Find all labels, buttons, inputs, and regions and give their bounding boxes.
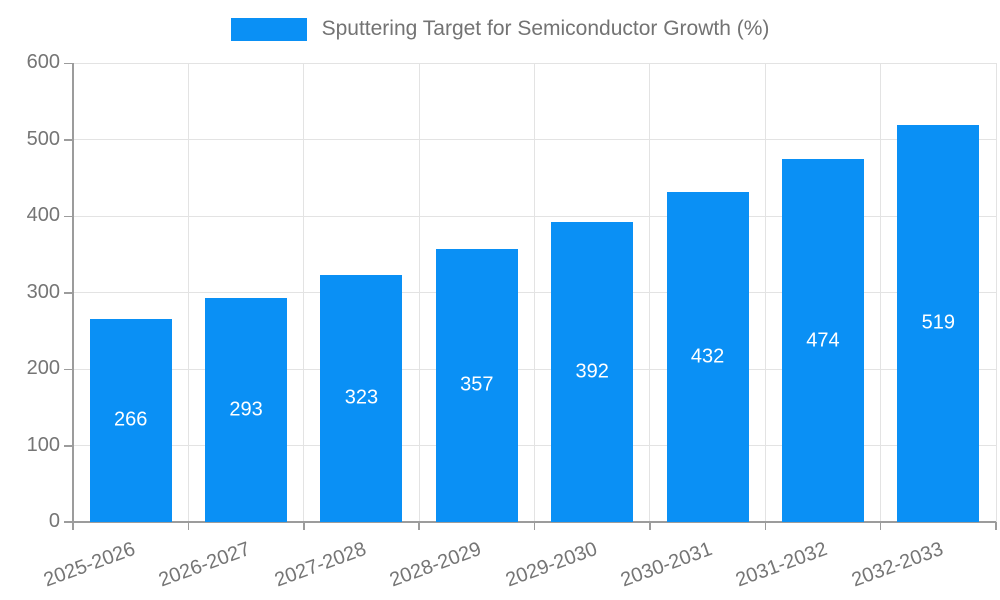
- gridline-vertical: [534, 63, 535, 522]
- bar-value-label: 392: [575, 360, 609, 383]
- legend[interactable]: Sputtering Target for Semiconductor Grow…: [0, 17, 1000, 41]
- x-tick-label: 2031-2032: [733, 538, 831, 592]
- x-axis-tick: [303, 522, 305, 530]
- y-axis-tick: [64, 292, 73, 294]
- y-axis-tick: [64, 139, 73, 141]
- bar[interactable]: 266: [89, 318, 172, 522]
- bar[interactable]: 432: [666, 191, 749, 522]
- y-tick-label: 200: [26, 357, 60, 379]
- gridline-vertical: [418, 63, 420, 522]
- y-axis-tick: [64, 445, 73, 447]
- bar[interactable]: 293: [205, 297, 288, 522]
- bar-value-label: 323: [344, 386, 379, 409]
- y-tick-label: 300: [26, 280, 60, 303]
- y-tick-label: 500: [26, 127, 60, 150]
- bar-value-label: 266: [114, 408, 148, 431]
- y-axis-line: [72, 63, 74, 530]
- y-axis-tick: [64, 62, 73, 64]
- gridline-vertical: [880, 63, 882, 522]
- x-axis-tick: [649, 522, 651, 530]
- y-tick-label: 400: [26, 204, 60, 226]
- x-tick-label: 2028-2029: [386, 538, 485, 592]
- x-tick-label: 2030-2031: [617, 538, 716, 592]
- bar[interactable]: 323: [320, 274, 403, 522]
- gridline-vertical: [995, 63, 997, 522]
- bar-value-label: 293: [229, 398, 263, 421]
- bar[interactable]: 357: [435, 248, 518, 522]
- x-axis-tick: [764, 522, 766, 530]
- x-axis-tick: [995, 522, 997, 530]
- bar-value-label: 474: [806, 329, 840, 352]
- x-axis-tick: [187, 522, 190, 530]
- gridline-vertical: [303, 63, 305, 522]
- x-axis-line: [64, 521, 996, 523]
- y-axis-tick: [64, 215, 73, 217]
- x-tick-label: 2026-2027: [156, 538, 254, 592]
- y-tick-label: 600: [26, 51, 60, 73]
- gridline-vertical: [764, 63, 766, 522]
- legend-label: Sputtering Target for Semiconductor Grow…: [321, 17, 770, 40]
- x-tick-label: 2027-2028: [271, 538, 369, 592]
- bar[interactable]: 519: [897, 124, 980, 522]
- legend-swatch: [230, 17, 307, 41]
- x-tick-label: 2029-2030: [502, 538, 600, 592]
- gridline-vertical: [649, 63, 651, 522]
- bar-value-label: 432: [690, 345, 725, 368]
- y-tick-label: 100: [26, 433, 60, 456]
- bar[interactable]: 392: [551, 222, 634, 522]
- x-axis-tick: [418, 522, 420, 530]
- y-tick-label: 0: [48, 510, 60, 532]
- y-axis-tick: [64, 368, 73, 370]
- gridline-vertical: [187, 63, 189, 522]
- x-tick-label: 2032-2033: [848, 538, 946, 592]
- bar-value-label: 519: [921, 311, 955, 334]
- bar-value-label: 357: [460, 373, 494, 396]
- x-axis-tick: [533, 522, 536, 530]
- x-axis-tick: [879, 522, 882, 530]
- x-tick-label: 2025-2026: [40, 538, 139, 592]
- bar[interactable]: 474: [781, 159, 864, 522]
